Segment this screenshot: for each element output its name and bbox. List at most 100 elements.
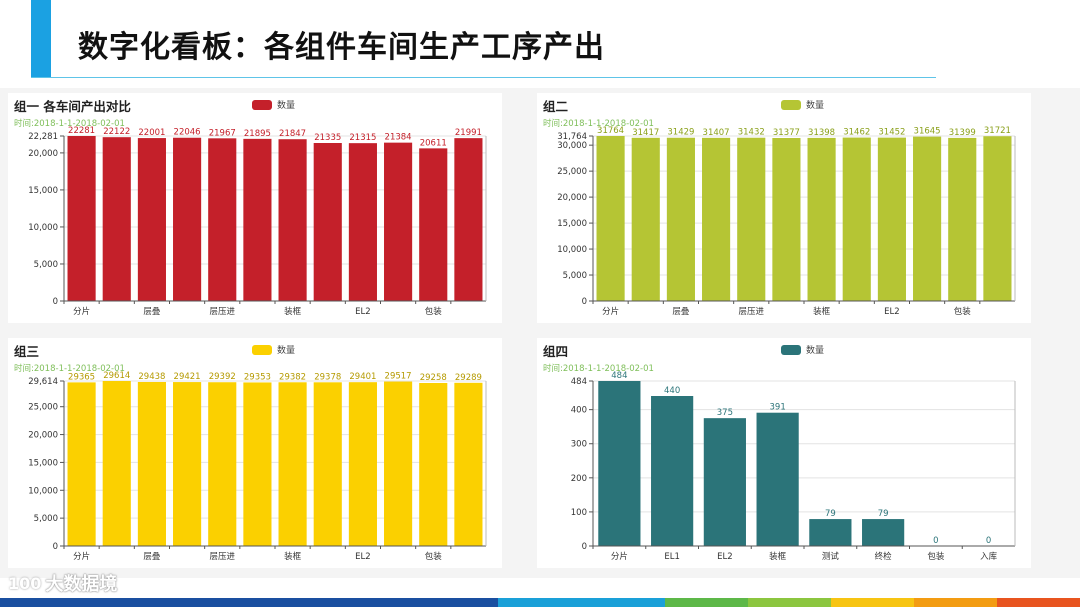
y-tick-label: 10,000 bbox=[28, 486, 58, 496]
bar bbox=[702, 137, 731, 301]
bar bbox=[243, 138, 272, 301]
data-label: 22122 bbox=[103, 127, 130, 137]
bar bbox=[631, 137, 660, 301]
y-tick-label-max: 484 bbox=[571, 377, 587, 387]
data-label: 29365 bbox=[68, 372, 95, 382]
data-label: 21991 bbox=[455, 128, 482, 138]
bar bbox=[384, 142, 413, 301]
chart-title: 组二 bbox=[543, 99, 569, 114]
bar bbox=[598, 381, 641, 546]
page-title: 数字化看板：各组件车间生产工序产出 bbox=[78, 30, 605, 65]
data-label: 21335 bbox=[314, 133, 341, 143]
chart-subtitle: 时间:2018-1-1-2018-02-01 bbox=[14, 118, 125, 129]
legend-swatch bbox=[781, 100, 801, 110]
footer-stripe bbox=[498, 598, 582, 607]
data-label: 21895 bbox=[244, 129, 271, 139]
bar bbox=[313, 143, 342, 301]
chart-subtitle: 时间:2018-1-1-2018-02-01 bbox=[14, 363, 125, 374]
x-tick-label: 包装 bbox=[425, 551, 443, 562]
bar bbox=[877, 137, 906, 301]
x-tick-label: 测试 bbox=[822, 551, 840, 562]
bar bbox=[983, 136, 1012, 301]
chart-panel-group-3: 组三 时间:2018-1-1-2018-02-01 数量 0 5,000 10,000 15… bbox=[8, 338, 502, 568]
footer-stripe bbox=[664, 598, 748, 607]
data-label: 79 bbox=[825, 509, 836, 519]
data-label: 31462 bbox=[843, 128, 870, 138]
footer-stripe bbox=[830, 598, 914, 607]
data-label: 484 bbox=[611, 371, 627, 381]
legend-label: 数量 bbox=[277, 99, 295, 111]
data-label: 0 bbox=[933, 536, 938, 546]
data-label: 31721 bbox=[984, 126, 1011, 136]
data-label: 20611 bbox=[420, 138, 447, 148]
watermark: 100 大数据境 bbox=[8, 570, 117, 596]
y-tick-label-max: 22,281 bbox=[28, 132, 58, 142]
x-tick-label: EL2 bbox=[717, 552, 733, 562]
x-tick-label: 层叠 bbox=[143, 552, 161, 562]
y-tick-label: 100 bbox=[571, 508, 587, 518]
x-tick-label: 包装 bbox=[425, 306, 443, 317]
x-tick-label: 分片 bbox=[602, 306, 619, 317]
x-tick-label: 分片 bbox=[73, 551, 90, 562]
data-label: 29289 bbox=[455, 373, 482, 383]
y-tick-label: 20,000 bbox=[28, 149, 58, 159]
bar bbox=[756, 412, 799, 546]
data-label: 31398 bbox=[808, 128, 835, 138]
data-label: 31764 bbox=[597, 126, 624, 136]
bar bbox=[596, 136, 625, 301]
bar bbox=[772, 138, 801, 301]
x-tick-label: 装框 bbox=[284, 306, 302, 317]
data-label: 31407 bbox=[703, 128, 730, 138]
legend-label: 数量 bbox=[277, 344, 295, 356]
bar bbox=[809, 519, 852, 546]
data-label: 29438 bbox=[138, 372, 165, 382]
y-tick-label: 10,000 bbox=[28, 223, 58, 233]
x-tick-label: 装框 bbox=[813, 306, 831, 317]
data-label: 31432 bbox=[738, 128, 765, 138]
bar bbox=[913, 136, 942, 301]
y-tick-label: 5,000 bbox=[563, 271, 587, 281]
bar bbox=[102, 137, 131, 301]
data-label: 31399 bbox=[949, 128, 976, 138]
data-label: 29353 bbox=[244, 372, 271, 382]
data-label: 29421 bbox=[174, 372, 201, 382]
data-label: 22046 bbox=[174, 128, 201, 138]
y-tick-label: 15,000 bbox=[557, 219, 587, 229]
y-tick-label: 5,000 bbox=[34, 514, 58, 524]
data-label: 22281 bbox=[68, 126, 95, 136]
y-tick-label: 25,000 bbox=[28, 403, 58, 413]
data-label: 31452 bbox=[878, 128, 905, 138]
footer-stripe bbox=[581, 598, 665, 607]
data-label: 31417 bbox=[632, 128, 659, 138]
header-accent-bar bbox=[31, 0, 51, 78]
footer-stripe bbox=[83, 598, 167, 607]
bar bbox=[278, 382, 307, 546]
bar bbox=[384, 381, 413, 546]
data-label: 29392 bbox=[209, 372, 236, 382]
footer-stripe bbox=[332, 598, 416, 607]
x-tick-label: EL2 bbox=[884, 307, 900, 317]
chart-panel-group-1: 组一 各车间产出对比 时间:2018-1-1-2018-02-01 数量 0 5,000… bbox=[8, 93, 502, 323]
footer-stripe bbox=[415, 598, 499, 607]
y-tick-label: 20,000 bbox=[28, 431, 58, 441]
data-label: 31377 bbox=[773, 128, 800, 138]
bar bbox=[278, 139, 307, 301]
footer-stripe bbox=[166, 598, 250, 607]
x-tick-label: 层压进 bbox=[209, 307, 235, 317]
bar bbox=[948, 137, 977, 301]
chart-title: 组四 bbox=[543, 344, 568, 359]
chart-title: 组一 各车间产出对比 bbox=[14, 99, 131, 114]
bar bbox=[137, 381, 166, 546]
y-tick-label: 15,000 bbox=[28, 458, 58, 468]
bar bbox=[454, 138, 483, 301]
y-tick-label: 0 bbox=[582, 542, 587, 552]
bar bbox=[348, 143, 377, 301]
bar bbox=[737, 137, 766, 301]
x-tick-label: EL1 bbox=[664, 552, 680, 562]
legend-label: 数量 bbox=[806, 99, 824, 111]
bar bbox=[313, 382, 342, 546]
y-tick-label-max: 29,614 bbox=[28, 377, 58, 387]
x-tick-label: 包装 bbox=[927, 551, 945, 562]
data-label: 79 bbox=[878, 509, 889, 519]
